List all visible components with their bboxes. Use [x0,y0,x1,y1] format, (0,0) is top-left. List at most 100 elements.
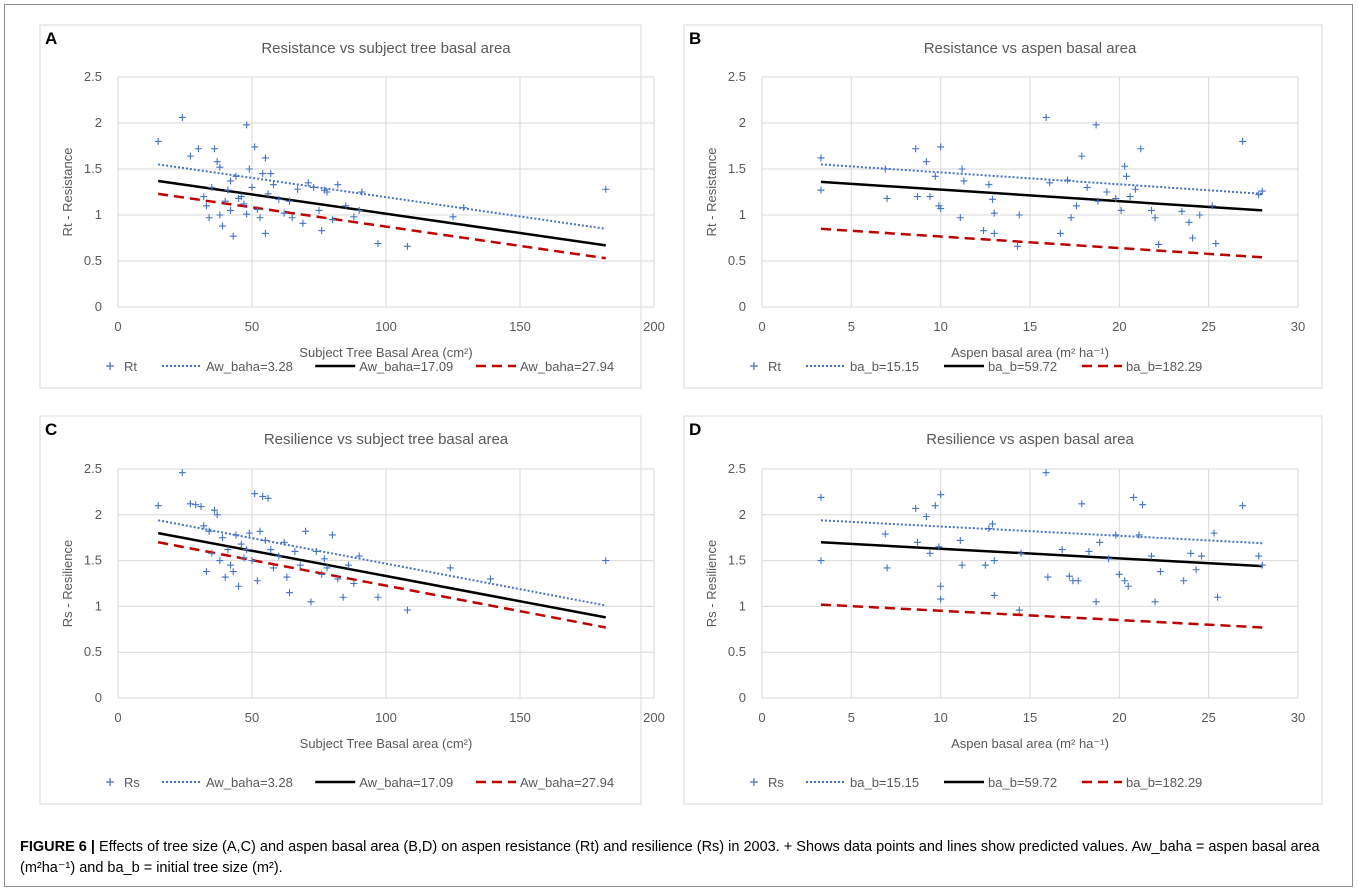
data-point [1078,500,1086,508]
data-point [208,183,216,191]
data-point [1121,577,1129,585]
data-point [237,540,245,548]
data-point [937,595,945,603]
data-point [224,186,232,194]
data-point [194,145,202,153]
data-point [1015,211,1023,219]
data-point [259,492,267,500]
data-point [216,211,224,219]
data-point [931,172,939,180]
data-point [1258,187,1266,195]
series-line [820,541,1263,568]
data-point [922,513,930,521]
x-tick-label: 200 [643,710,665,725]
x-tick-label: 200 [643,319,665,334]
chart-panel-b: B Resistance vs aspen basal area 0 0.5 1 1.5 2… [683,24,1323,389]
legend-point-marker [750,778,758,786]
data-point [243,210,251,218]
data-point [1042,469,1050,477]
data-point [931,502,939,510]
data-point [251,143,259,151]
data-point [261,154,269,162]
y-tick-label: 2 [739,115,746,130]
data-point [956,536,964,544]
data-point [881,530,889,538]
data-point [339,593,347,601]
data-point [221,573,229,581]
data-point [358,188,366,196]
data-point [1147,206,1155,214]
data-point [186,500,194,508]
data-point [446,564,454,572]
data-point [310,183,318,191]
x-tick-label: 10 [933,710,947,725]
data-point [1196,211,1204,219]
data-point [912,145,920,153]
data-point [328,216,336,224]
data-point [1121,162,1129,170]
x-tick-label: 100 [375,710,397,725]
data-point [286,589,294,597]
data-point [269,181,277,189]
series-line [820,603,1263,629]
panel-border [683,415,1323,805]
data-point [224,546,232,554]
y-tick-label: 2.5 [84,461,102,476]
data-point [304,179,312,187]
data-point [1156,568,1164,576]
data-point [1239,502,1247,510]
data-point [1210,529,1218,537]
data-point [253,205,261,213]
x-tick-label: 0 [114,319,121,334]
y-tick-label: 2.5 [728,461,746,476]
data-point [275,552,283,560]
x-axis-label: Aspen basal area (m² ha⁻¹) [951,736,1109,751]
data-point [926,193,934,201]
chart-panel-d: D Resilience vs aspen basal area 0 0.5 1 1.5 2… [683,415,1323,805]
data-point [296,561,304,569]
data-point [1126,193,1134,201]
data-point [213,511,221,519]
data-point [374,593,382,601]
data-point [237,193,245,201]
data-point [1151,598,1159,606]
data-point [926,549,934,557]
data-point [913,538,921,546]
y-tick-label: 1.5 [84,161,102,176]
data-point [1239,137,1247,145]
data-point [154,502,162,510]
data-point [192,501,200,509]
data-point [248,183,256,191]
data-point [235,582,243,590]
x-tick-label: 5 [848,710,855,725]
data-point [1124,582,1132,590]
data-point [264,190,272,198]
y-tick-label: 2 [95,507,102,522]
data-point [1092,121,1100,129]
data-point [1092,598,1100,606]
data-point [320,555,328,563]
data-point [342,202,350,210]
data-point [205,527,213,535]
data-point [913,193,921,201]
data-point [883,564,891,572]
data-point [1258,561,1266,569]
x-tick-label: 150 [509,710,531,725]
data-point [221,197,229,205]
data-point [1192,566,1200,574]
data-point [1131,185,1139,193]
x-tick-label: 50 [245,710,259,725]
series-line [820,227,1263,259]
data-point [210,145,218,153]
x-axis-label: Subject Tree Basal Area (cm²) [299,345,472,360]
y-tick-label: 1.5 [84,553,102,568]
data-point [210,506,218,514]
panel-label: B [689,29,701,48]
data-point [1096,538,1104,546]
data-point [248,557,256,565]
y-tick-label: 0.5 [84,644,102,659]
data-point [1117,206,1125,214]
data-point [1056,229,1064,237]
data-point [990,557,998,565]
